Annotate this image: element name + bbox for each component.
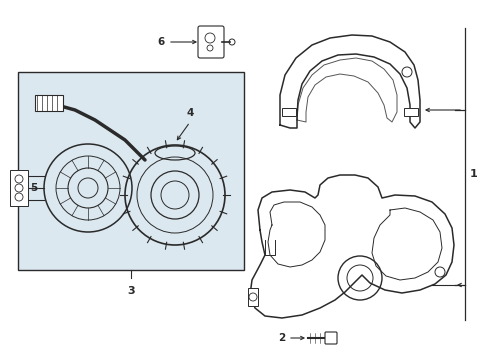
FancyBboxPatch shape xyxy=(325,332,337,344)
Bar xyxy=(404,108,418,116)
Bar xyxy=(35,95,63,111)
Text: 2: 2 xyxy=(278,333,285,343)
Text: 6: 6 xyxy=(158,37,165,47)
Bar xyxy=(282,108,296,116)
Text: 5: 5 xyxy=(30,183,37,193)
Bar xyxy=(10,170,28,206)
Bar xyxy=(248,288,258,306)
FancyBboxPatch shape xyxy=(198,26,224,58)
Text: 3: 3 xyxy=(127,286,135,296)
Text: 1: 1 xyxy=(470,169,478,179)
Text: 4: 4 xyxy=(186,108,194,118)
Bar xyxy=(18,72,244,270)
